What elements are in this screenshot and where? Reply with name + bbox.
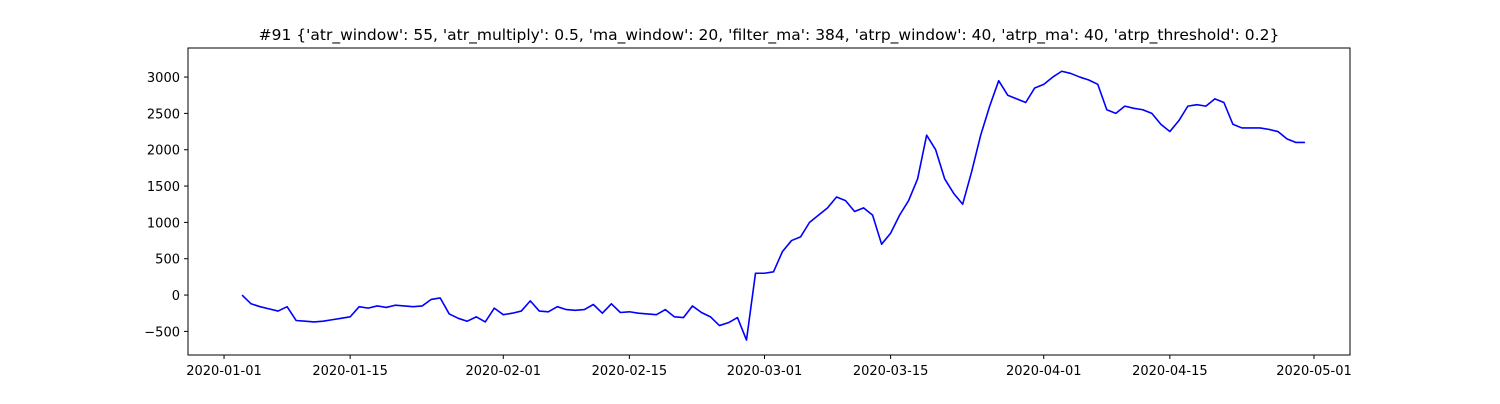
x-tick-label: 2020-01-01 xyxy=(186,364,262,379)
y-tick-label: 1000 xyxy=(147,216,180,231)
x-tick-label: 2020-04-01 xyxy=(1006,364,1082,379)
chart-title: #91 {'atr_window': 55, 'atr_multiply': 0… xyxy=(259,26,1280,45)
x-tick-label: 2020-02-15 xyxy=(592,364,668,379)
plot-frame xyxy=(187,47,1351,356)
y-tick-label: −500 xyxy=(144,325,180,340)
y-tick-label: 3000 xyxy=(147,71,180,86)
x-tick-label: 2020-02-01 xyxy=(465,364,541,379)
y-tick-label: 500 xyxy=(155,253,180,268)
x-tick-label: 2020-05-01 xyxy=(1276,364,1352,379)
line-series xyxy=(241,70,1305,341)
y-tick-label: 2000 xyxy=(147,144,180,159)
x-tick-label: 2020-03-15 xyxy=(853,364,929,379)
x-tick-label: 2020-03-01 xyxy=(727,364,803,379)
x-tick-label: 2020-01-15 xyxy=(312,364,388,379)
x-tick-label: 2020-04-15 xyxy=(1132,364,1208,379)
y-tick-label: 0 xyxy=(172,289,180,304)
y-tick-label: 1500 xyxy=(147,180,180,195)
y-tick-label: 2500 xyxy=(147,107,180,122)
